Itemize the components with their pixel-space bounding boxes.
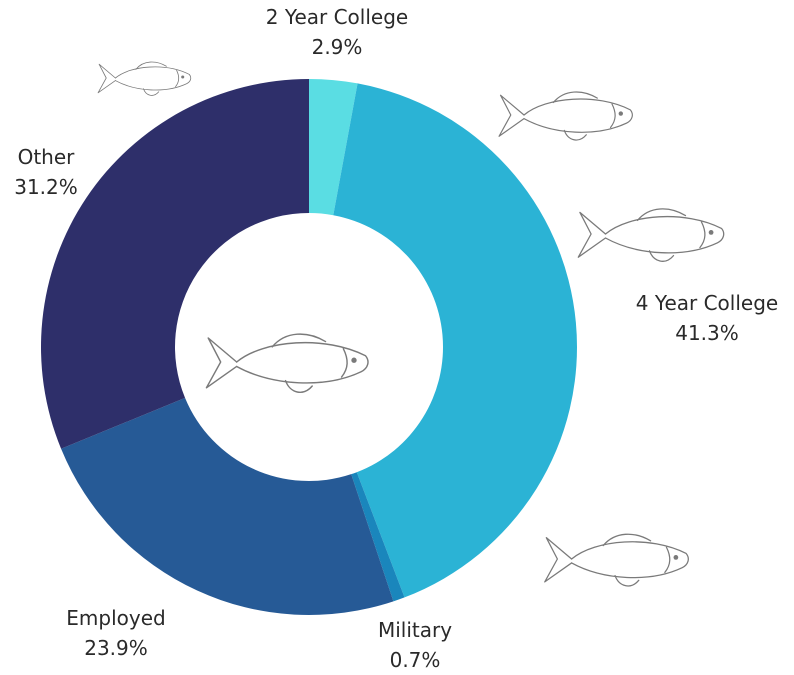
donut-slice-employed xyxy=(61,397,394,615)
label-4-year-college-name: 4 Year College xyxy=(635,291,779,315)
label-2-year-college: 2 Year College 2.9% xyxy=(266,2,408,62)
fish-sketch-icon xyxy=(205,333,369,393)
label-2-year-college-name: 2 Year College xyxy=(265,5,409,29)
label-4-year-college: 4 Year College 41.3% xyxy=(636,288,778,348)
label-employed: Employed 23.9% xyxy=(66,603,165,663)
donut-slices xyxy=(40,79,577,615)
fish-sketch-icon xyxy=(544,533,689,587)
label-military-value: 0.7% xyxy=(389,648,441,672)
donut-slice-2-year-college xyxy=(309,79,358,216)
label-military: Military 0.7% xyxy=(378,615,452,675)
fish-sketch-icon xyxy=(97,61,192,96)
donut-slice-other xyxy=(40,79,309,449)
label-other-name: Other xyxy=(17,145,75,169)
fish-sketch-icon xyxy=(577,208,725,262)
label-employed-value: 23.9% xyxy=(84,636,148,660)
label-military-name: Military xyxy=(377,618,453,642)
label-employed-name: Employed xyxy=(66,606,166,630)
donut-slice-4-year-college xyxy=(333,83,577,598)
fish-sketch-icon xyxy=(498,91,633,141)
donut-slice-military xyxy=(351,472,405,602)
label-4-year-college-value: 41.3% xyxy=(675,321,739,345)
label-other: Other 31.2% xyxy=(14,142,78,202)
label-other-value: 31.2% xyxy=(14,175,78,199)
label-2-year-college-value: 2.9% xyxy=(311,35,363,59)
